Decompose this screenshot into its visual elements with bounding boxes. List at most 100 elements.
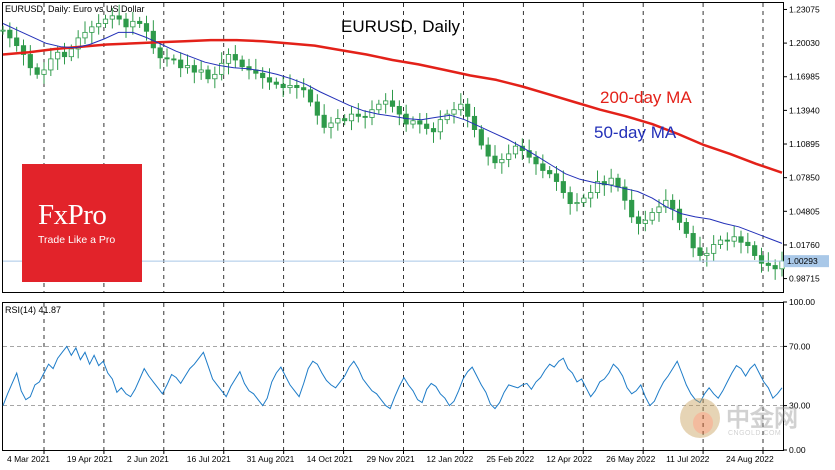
candle: [642, 219, 648, 224]
candle: [656, 206, 662, 213]
candle: [635, 216, 642, 224]
candle: [622, 186, 628, 201]
chart-header: EURUSD, Daily: Euro vs US Dollar: [5, 4, 145, 14]
candle: [321, 114, 327, 128]
rsi-y-tick-label: 0.00: [789, 445, 806, 455]
y-tick-label: 1.10895: [789, 139, 820, 149]
candle: [683, 221, 689, 234]
candle: [335, 118, 341, 124]
current-price-tag: [784, 255, 829, 268]
rsi-panel-frame: [2, 302, 784, 451]
candle: [731, 236, 737, 242]
candle: [14, 37, 20, 47]
candle: [157, 47, 163, 59]
candle: [273, 81, 279, 85]
candle: [704, 252, 710, 256]
candle: [198, 69, 204, 73]
rsi-y-tick-label: 100.00: [789, 297, 815, 307]
candle: [465, 103, 471, 117]
candle: [478, 129, 484, 146]
candle: [697, 247, 703, 256]
x-tick-label: 31 Aug 2021: [247, 454, 295, 464]
y-tick-label: 1.07850: [789, 173, 820, 183]
candle: [307, 89, 314, 103]
candle: [560, 181, 566, 193]
candle: [581, 197, 587, 203]
y-tick-label: 1.16985: [789, 72, 820, 82]
candle: [369, 109, 375, 118]
candle: [533, 156, 539, 165]
candle: [711, 244, 717, 254]
candle: [355, 113, 361, 117]
y-tick-label: 0.98715: [789, 274, 820, 284]
candle: [745, 241, 751, 247]
candle: [690, 233, 696, 249]
candle: [752, 245, 758, 256]
x-tick-label: 29 Nov 2021: [367, 454, 415, 464]
rsi-label: RSI(14) 41.87: [5, 305, 61, 315]
candle: [758, 255, 765, 264]
rsi-line: [2, 345, 783, 410]
candle: [314, 101, 320, 116]
fxpro-logo: FxPro Trade Like a Pro: [22, 164, 142, 282]
candle: [629, 199, 635, 218]
candle: [376, 103, 382, 111]
candle: [615, 177, 621, 188]
candle: [553, 173, 560, 182]
x-tick-label: 16 Jul 2021: [187, 454, 231, 464]
logo-slogan: Trade Like a Pro: [38, 234, 116, 246]
candle: [55, 51, 61, 60]
candle: [451, 109, 457, 115]
candle: [328, 122, 334, 128]
candle: [191, 65, 197, 73]
candle: [594, 181, 601, 193]
watermark-text: 中金网: [726, 404, 798, 432]
candle: [492, 155, 498, 164]
candle: [96, 23, 102, 28]
candle: [7, 29, 13, 39]
candle: [396, 106, 402, 115]
rsi-y-tick-label: 70.00: [789, 341, 811, 351]
candle: [724, 239, 730, 242]
candle: [567, 192, 573, 205]
candle: [232, 54, 238, 61]
y-tick-label: 1.20030: [789, 38, 820, 48]
candle: [383, 100, 389, 105]
x-tick-label: 12 Jan 2022: [426, 454, 473, 464]
candle: [588, 192, 594, 199]
candle: [417, 120, 423, 125]
candle: [239, 59, 245, 68]
candle: [48, 58, 54, 71]
candle: [540, 163, 546, 171]
candle: [41, 69, 47, 75]
candle: [171, 58, 177, 61]
candle: [499, 159, 505, 164]
x-tick-label: 11 Jul 2022: [666, 454, 710, 464]
candle: [116, 15, 122, 20]
candle: [362, 115, 368, 118]
candle: [75, 37, 81, 50]
candle: [765, 262, 771, 266]
candle: [649, 212, 655, 221]
candle: [20, 45, 27, 55]
ma50-line: [2, 23, 783, 244]
cngold-watermark: 中金网 CNGOLD.COM: [676, 392, 826, 450]
candle: [512, 145, 519, 155]
candle: [89, 26, 95, 33]
candle: [676, 208, 683, 223]
x-tick-label: 25 Feb 2022: [486, 454, 534, 464]
candle: [424, 123, 430, 129]
candle: [184, 65, 191, 69]
y-tick-label: 1.01760: [789, 240, 820, 250]
candle: [266, 77, 273, 83]
x-tick-label: 12 Apr 2022: [546, 454, 592, 464]
candle: [109, 15, 115, 20]
candle: [772, 265, 778, 270]
y-tick-label: 1.04805: [789, 206, 820, 216]
candle: [130, 20, 136, 28]
candle: [670, 199, 676, 210]
rsi-y-tick-label: 30.00: [789, 401, 811, 411]
candle: [219, 62, 225, 75]
candle: [34, 67, 40, 75]
